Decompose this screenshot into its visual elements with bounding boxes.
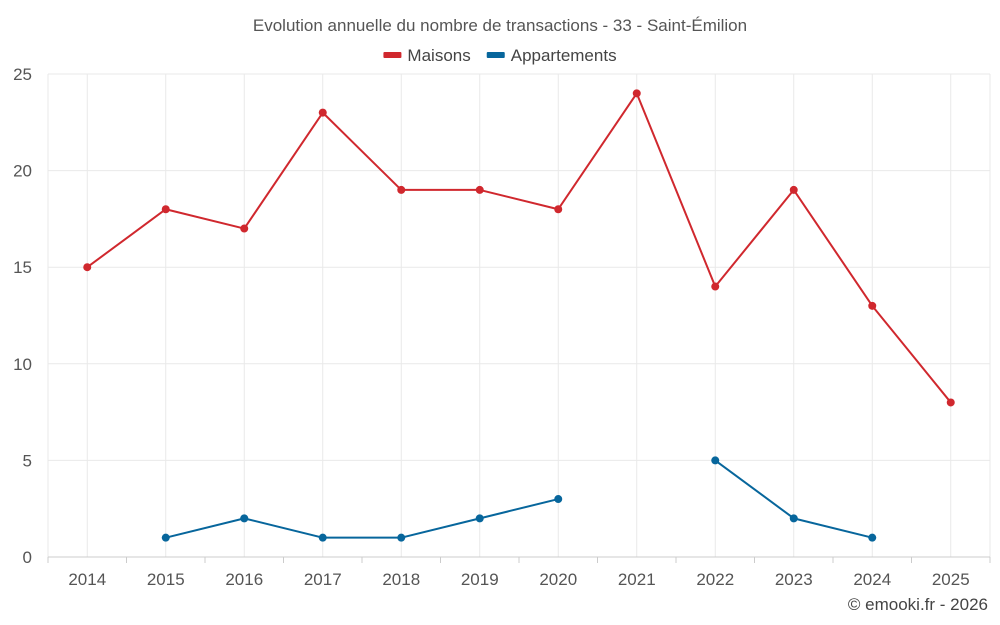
- x-tick-label: 2023: [775, 570, 813, 589]
- legend-label: Appartements: [511, 46, 617, 65]
- data-point[interactable]: [711, 456, 720, 465]
- x-tick-label: 2017: [304, 570, 342, 589]
- series-group: [83, 89, 955, 542]
- x-tick-label: 2014: [68, 570, 106, 589]
- series-line: [165, 498, 559, 539]
- data-point[interactable]: [397, 185, 406, 194]
- data-point[interactable]: [240, 514, 249, 523]
- data-point[interactable]: [240, 224, 249, 233]
- credit-text: © emooki.fr - 2026: [848, 595, 988, 614]
- legend-swatch: [486, 52, 505, 58]
- x-tick-label: 2015: [147, 570, 185, 589]
- legend-item-appartements[interactable]: Appartements: [486, 46, 617, 65]
- x-tick-label: 2018: [382, 570, 420, 589]
- legend-item-maisons[interactable]: Maisons: [383, 46, 471, 65]
- y-tick-label: 0: [23, 548, 32, 567]
- data-point[interactable]: [318, 533, 327, 542]
- y-tick-label: 20: [13, 162, 32, 181]
- data-point[interactable]: [789, 185, 798, 194]
- y-tick-label: 10: [13, 355, 32, 374]
- grid: [47, 73, 991, 557]
- data-point[interactable]: [711, 282, 720, 291]
- chart-title: Evolution annuelle du nombre de transact…: [253, 16, 747, 35]
- data-point[interactable]: [554, 495, 563, 504]
- data-point[interactable]: [318, 108, 327, 117]
- y-tick-label: 25: [13, 65, 32, 84]
- x-tick-label: 2021: [618, 570, 656, 589]
- y-tick-label: 5: [23, 451, 32, 470]
- x-tick-label: 2020: [539, 570, 577, 589]
- x-tick-label: 2019: [461, 570, 499, 589]
- data-point[interactable]: [868, 301, 877, 310]
- data-point[interactable]: [475, 185, 484, 194]
- legend: Maisons Appartements: [383, 46, 617, 65]
- legend-swatch: [383, 52, 402, 58]
- series-maisons: [83, 89, 955, 407]
- data-point[interactable]: [83, 263, 92, 272]
- legend-label: Maisons: [407, 46, 470, 65]
- data-point[interactable]: [161, 205, 170, 214]
- data-point[interactable]: [868, 533, 877, 542]
- data-point[interactable]: [161, 533, 170, 542]
- x-tick-label: 2022: [696, 570, 734, 589]
- x-tick-label: 2016: [225, 570, 263, 589]
- data-point[interactable]: [475, 514, 484, 523]
- y-tick-label: 15: [13, 258, 32, 277]
- data-point[interactable]: [789, 514, 798, 523]
- x-tick-label: 2025: [932, 570, 970, 589]
- series-line: [86, 92, 952, 404]
- data-point[interactable]: [397, 533, 406, 542]
- series-appartements: [161, 456, 877, 542]
- data-point[interactable]: [946, 398, 955, 407]
- data-point[interactable]: [554, 205, 563, 214]
- x-tick-label: 2024: [853, 570, 891, 589]
- data-point[interactable]: [632, 89, 641, 98]
